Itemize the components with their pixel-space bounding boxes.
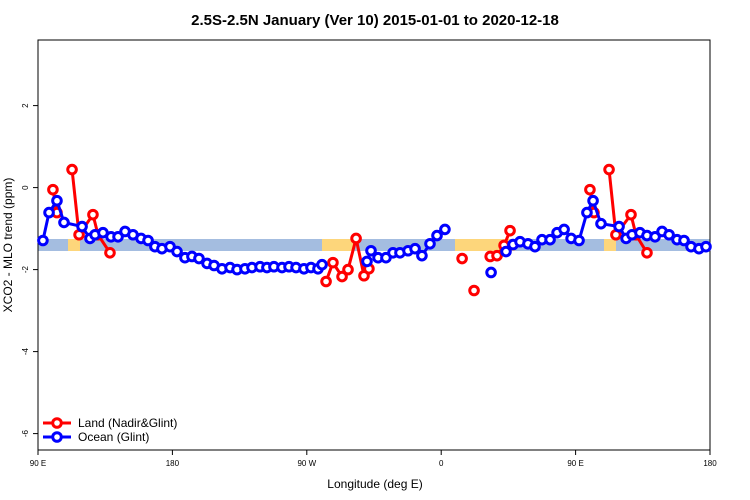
point (350, 232, 362, 245)
point (625, 208, 637, 221)
point (51, 194, 63, 207)
chart-title: 2.5S-2.5N January (Ver 10) 2015-01-01 to… (191, 12, 559, 29)
point (584, 183, 596, 196)
point (500, 245, 512, 258)
point (76, 220, 88, 233)
point (595, 217, 607, 230)
point (613, 220, 625, 233)
point (58, 216, 70, 229)
point (700, 240, 712, 253)
point (104, 246, 116, 259)
point (112, 231, 124, 243)
point (456, 252, 468, 265)
point (327, 256, 339, 269)
y-tick-label: 2 (21, 103, 30, 108)
point (678, 234, 690, 247)
y-tick-label: -2 (21, 265, 30, 273)
point (529, 240, 541, 253)
x-tick-label: 90 E (30, 459, 46, 468)
point (485, 266, 497, 279)
point (316, 258, 328, 271)
point (409, 242, 421, 255)
land-band (604, 239, 616, 251)
point (649, 231, 661, 243)
point (641, 246, 653, 259)
point (47, 183, 59, 196)
point (365, 244, 377, 257)
legend-label: Land (Nadir&Glint) (78, 416, 177, 430)
land-band (68, 239, 80, 251)
point (43, 206, 55, 219)
y-axis-label: XCO2 - MLO trend (ppm) (1, 178, 15, 313)
legend-label: Ocean (Glint) (78, 430, 149, 444)
x-tick-label: 90 W (297, 459, 316, 468)
point (142, 234, 154, 247)
x-tick-label: 0 (439, 459, 444, 468)
land-band (322, 239, 353, 251)
x-tick-label: 180 (703, 459, 717, 468)
y-tick-label: -4 (21, 347, 30, 355)
point (431, 229, 443, 242)
point (361, 255, 373, 268)
point (603, 163, 615, 176)
point (573, 234, 585, 247)
point (504, 224, 516, 237)
legend-marker (51, 431, 63, 443)
point (193, 252, 205, 265)
point (439, 223, 451, 236)
point (87, 208, 99, 221)
x-tick-label: 180 (166, 459, 180, 468)
point (581, 206, 593, 219)
point (468, 284, 480, 297)
point (66, 163, 78, 176)
point (416, 249, 428, 262)
point (320, 275, 332, 288)
point (558, 223, 570, 236)
point (544, 233, 556, 246)
point (587, 194, 599, 207)
point (491, 249, 503, 262)
x-axis-label: Longitude (deg E) (327, 477, 422, 491)
point (336, 270, 348, 283)
point (424, 237, 436, 250)
legend-marker (51, 417, 63, 429)
y-tick-label: 0 (21, 185, 30, 190)
point (171, 245, 183, 258)
point (342, 263, 354, 276)
point (37, 234, 49, 247)
x-tick-label: 90 E (567, 459, 583, 468)
point (663, 228, 675, 241)
y-tick-label: -6 (21, 429, 30, 437)
